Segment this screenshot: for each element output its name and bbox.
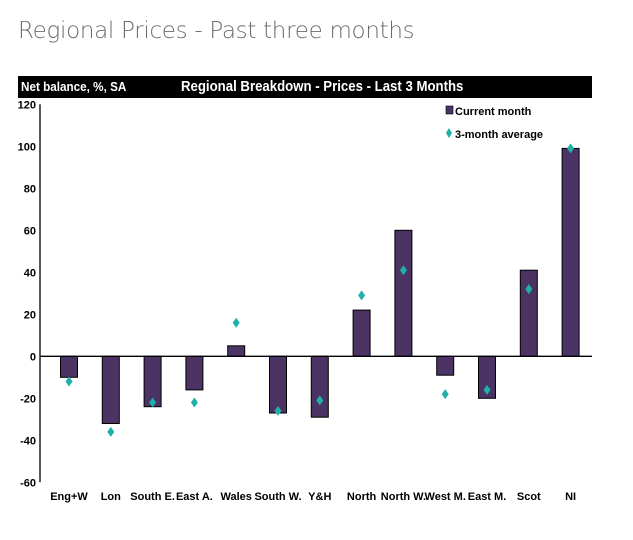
x-tick-label: West M. [425, 491, 466, 503]
bar-south-w- [269, 355, 287, 414]
y-tick-label: 60 [24, 225, 36, 237]
avg-marker-north [358, 290, 366, 301]
x-tick-label: Wales [221, 491, 252, 503]
y-tick-label: 120 [18, 99, 36, 111]
x-tick-label: Scot [517, 491, 541, 503]
chart-title: Regional Breakdown - Prices - Last 3 Mon… [181, 78, 464, 95]
avg-marker-west-m- [441, 389, 449, 400]
bar-scot [519, 269, 538, 357]
avg-marker-y-h [316, 395, 324, 406]
avg-marker-south-w- [274, 405, 282, 416]
bar-north-w- [394, 229, 413, 357]
bar-ni [561, 147, 580, 357]
legend-bar-swatch [445, 105, 454, 115]
y-tick-label: -60 [20, 477, 36, 489]
y-tick-label: 40 [24, 267, 36, 279]
bar-eng-w [60, 355, 78, 378]
y-tick-label: 0 [30, 351, 36, 363]
y-tick-label: 20 [24, 309, 36, 321]
bar-y-h [310, 355, 329, 418]
avg-marker-wales [232, 317, 240, 328]
avg-marker-ni [567, 143, 575, 154]
x-tick-label: Lon [101, 491, 121, 503]
page-title: Regional Prices - Past three months [18, 18, 415, 44]
legend-3-month-average: 3-month average [455, 129, 543, 141]
legend-diamond-swatch [446, 128, 452, 138]
bar-wales [227, 345, 246, 357]
x-tick-label: Eng+W [50, 491, 88, 503]
x-tick-label: South E. [130, 491, 175, 503]
bar-east-a- [185, 355, 204, 391]
y-axis-label: Net balance, %, SA [21, 79, 127, 94]
chart-header-bar: Net balance, %, SA Regional Breakdown - … [18, 76, 592, 98]
bar-lon [101, 355, 120, 424]
y-tick-label: 100 [18, 141, 36, 153]
avg-marker-scot [525, 284, 533, 295]
x-tick-label: North [347, 491, 377, 503]
avg-marker-east-a- [190, 397, 198, 408]
x-tick-label: South W. [254, 491, 301, 503]
legend-current-month: Current month [455, 106, 532, 118]
bar-west-m- [436, 355, 455, 376]
x-tick-label: North W. [381, 491, 426, 503]
bar-north [352, 309, 371, 357]
avg-marker-north-w- [399, 265, 407, 276]
x-tick-label: East A. [176, 491, 213, 503]
avg-marker-eng-w [65, 376, 73, 387]
avg-marker-lon [107, 426, 115, 437]
x-tick-label: East M. [468, 491, 507, 503]
avg-marker-east-m- [483, 384, 491, 395]
x-tick-label: NI [565, 491, 576, 503]
y-tick-label: -20 [20, 393, 36, 405]
y-tick-label: 80 [24, 183, 36, 195]
x-tick-label: Y&H [308, 491, 331, 503]
avg-marker-south-e- [149, 397, 157, 408]
y-tick-label: -40 [20, 435, 36, 447]
